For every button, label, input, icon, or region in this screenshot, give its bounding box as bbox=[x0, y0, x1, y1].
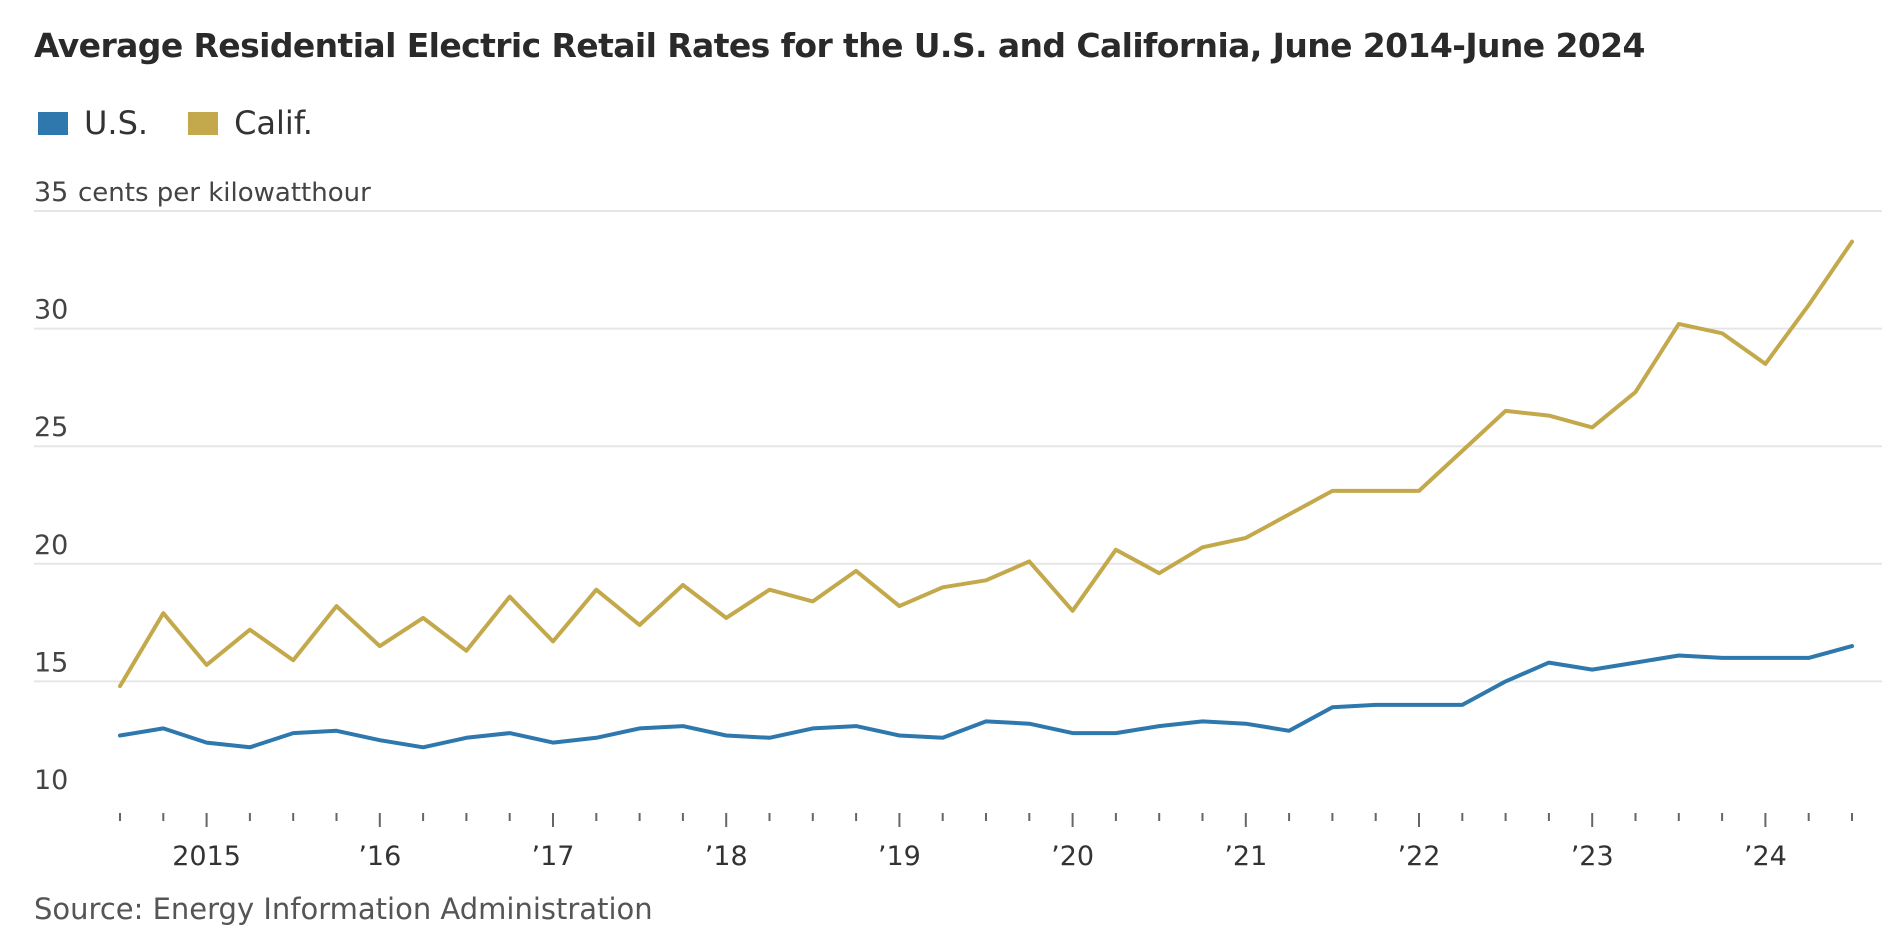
y-tick-label-25: 25 bbox=[34, 412, 68, 443]
x-tick-label-2023: ’23 bbox=[1571, 841, 1614, 872]
y-tick-label-15: 15 bbox=[34, 647, 68, 678]
series-line-us bbox=[118, 644, 1854, 750]
x-tick-label-2018: ’18 bbox=[705, 841, 748, 872]
x-tick-label-2015: 2015 bbox=[172, 841, 241, 872]
y-tick-label-30: 30 bbox=[34, 295, 68, 326]
legend-swatch-us bbox=[38, 111, 68, 135]
y-tick-label-35: 35 bbox=[34, 177, 68, 208]
x-tick-label-2017: ’17 bbox=[532, 841, 575, 872]
series-lines bbox=[118, 239, 1854, 750]
x-tick-label-2024: ’24 bbox=[1744, 841, 1787, 872]
legend-item-calif: Calif. bbox=[188, 104, 313, 142]
x-tick-label-2021: ’21 bbox=[1224, 841, 1267, 872]
x-tick-label-2022: ’22 bbox=[1398, 841, 1441, 872]
chart-title: Average Residential Electric Retail Rate… bbox=[34, 26, 1646, 65]
x-tick-label-2016: ’16 bbox=[358, 841, 401, 872]
series-line-calif bbox=[118, 239, 1854, 689]
legend-label-us: U.S. bbox=[84, 104, 149, 142]
legend-label-calif: Calif. bbox=[234, 104, 313, 142]
y-tick-label-10: 10 bbox=[34, 765, 68, 796]
y-tick-label-20: 20 bbox=[34, 530, 68, 561]
y-axis-unit-label: cents per kilowatthour bbox=[78, 178, 371, 208]
source-note: Source: Energy Information Administratio… bbox=[34, 892, 653, 926]
x-tick-label-2019: ’19 bbox=[878, 841, 921, 872]
y-axis-tick-labels: 35 30 25 20 15 10 cents per kilowatthour bbox=[34, 177, 371, 796]
legend: U.S. Calif. bbox=[38, 104, 313, 142]
x-tick-label-2020: ’20 bbox=[1051, 841, 1094, 872]
x-axis: 2015 ’16 ’17 ’18 ’19 ’20 ’21 ’22 ’23 ’24 bbox=[119, 813, 1853, 872]
gridlines bbox=[34, 210, 1882, 683]
legend-item-us: U.S. bbox=[38, 104, 148, 142]
legend-swatch-calif bbox=[188, 111, 219, 135]
